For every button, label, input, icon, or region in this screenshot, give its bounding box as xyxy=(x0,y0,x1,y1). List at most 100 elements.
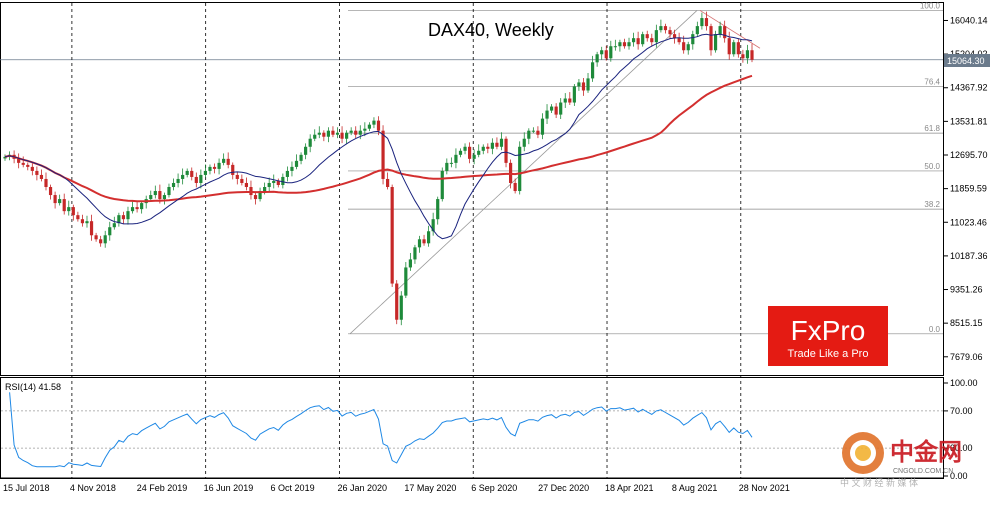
candle xyxy=(112,223,116,228)
x-tick-label: 15 Jul 2018 xyxy=(3,483,50,493)
candle xyxy=(326,130,330,137)
candle xyxy=(540,118,545,135)
x-tick-label: 28 Nov 2021 xyxy=(739,483,790,493)
candle xyxy=(563,98,567,103)
candle xyxy=(427,231,431,244)
candle xyxy=(222,158,226,163)
candle xyxy=(85,221,89,224)
candle xyxy=(395,283,399,320)
candle xyxy=(199,174,203,183)
candle xyxy=(408,259,412,268)
candle xyxy=(572,86,576,103)
candle xyxy=(727,38,731,55)
candle xyxy=(513,182,517,192)
candle xyxy=(472,154,476,159)
candle xyxy=(308,138,312,147)
current-price-label: 15064.30 xyxy=(947,56,985,66)
candle xyxy=(627,42,631,47)
candle xyxy=(30,166,34,171)
candle xyxy=(130,207,135,212)
candle xyxy=(226,158,230,165)
candle xyxy=(745,50,750,59)
x-tick-label: 6 Sep 2020 xyxy=(471,483,517,493)
candle xyxy=(659,26,663,31)
candle xyxy=(349,130,353,133)
candle xyxy=(622,42,627,47)
candle xyxy=(390,187,394,284)
y-tick-label: 9351.26 xyxy=(950,285,983,295)
candle xyxy=(586,78,590,91)
candle xyxy=(258,191,262,200)
candle xyxy=(171,182,176,188)
candle xyxy=(244,182,249,188)
fxpro-tagline: Trade Like a Pro xyxy=(788,348,869,360)
candle xyxy=(417,239,422,248)
fib-level-label: 76.4 xyxy=(924,77,940,86)
svg-text:中 文 财 经 新 媒 体: 中 文 财 经 新 媒 体 xyxy=(840,477,918,488)
y-tick-label: 14367.92 xyxy=(950,83,988,93)
candle xyxy=(272,180,276,183)
candle xyxy=(718,26,722,35)
candle xyxy=(103,235,107,244)
candle xyxy=(536,130,540,135)
candle xyxy=(700,18,704,27)
rsi-tick-label: 30.00 xyxy=(950,443,973,453)
candle xyxy=(595,54,599,63)
candle xyxy=(345,132,349,139)
candle xyxy=(431,219,435,232)
candle xyxy=(549,106,554,111)
candle xyxy=(490,142,494,149)
candle xyxy=(631,38,636,43)
fib-level-label: 0.0 xyxy=(929,325,941,334)
candle xyxy=(26,164,30,167)
candle xyxy=(340,132,344,139)
candle xyxy=(386,178,390,188)
x-tick-label: 17 May 2020 xyxy=(404,483,456,493)
candle xyxy=(600,50,604,55)
candle xyxy=(231,164,235,175)
candle xyxy=(58,199,62,204)
candle xyxy=(304,146,308,155)
y-tick-label: 11859.59 xyxy=(950,184,987,194)
candle xyxy=(135,207,139,210)
candle xyxy=(554,106,558,115)
candle xyxy=(335,132,340,135)
candle xyxy=(235,174,239,179)
candle xyxy=(80,219,85,224)
candle xyxy=(618,42,622,47)
candle xyxy=(604,50,608,59)
candle xyxy=(463,146,467,151)
candle xyxy=(695,26,699,35)
candle xyxy=(741,54,745,59)
rsi-tick-label: 70.00 xyxy=(950,406,973,416)
candle xyxy=(53,195,57,204)
candle xyxy=(267,182,271,188)
y-tick-label: 8515.15 xyxy=(950,318,983,328)
candle xyxy=(449,162,453,164)
candle xyxy=(518,146,522,192)
candle xyxy=(404,267,408,296)
candle xyxy=(39,174,44,179)
candle xyxy=(208,166,212,171)
candle xyxy=(650,38,654,43)
candle xyxy=(299,154,303,161)
candle xyxy=(354,130,358,135)
candle xyxy=(363,128,367,131)
y-tick-label: 16040.14 xyxy=(950,15,988,25)
candle xyxy=(181,174,185,179)
x-tick-label: 18 Apr 2021 xyxy=(605,483,654,493)
price-panel-frame xyxy=(0,2,944,376)
candle xyxy=(645,34,649,39)
candle xyxy=(686,44,690,51)
candle xyxy=(704,18,709,27)
candle xyxy=(313,134,317,139)
candle xyxy=(454,154,458,163)
fxpro-logo: FxPro Trade Like a Pro xyxy=(768,306,888,366)
fib-level-label: 100.0 xyxy=(920,1,941,10)
candle xyxy=(468,146,472,159)
candle xyxy=(682,42,686,51)
candle xyxy=(76,215,80,220)
candle xyxy=(176,178,180,183)
candle xyxy=(285,170,289,177)
